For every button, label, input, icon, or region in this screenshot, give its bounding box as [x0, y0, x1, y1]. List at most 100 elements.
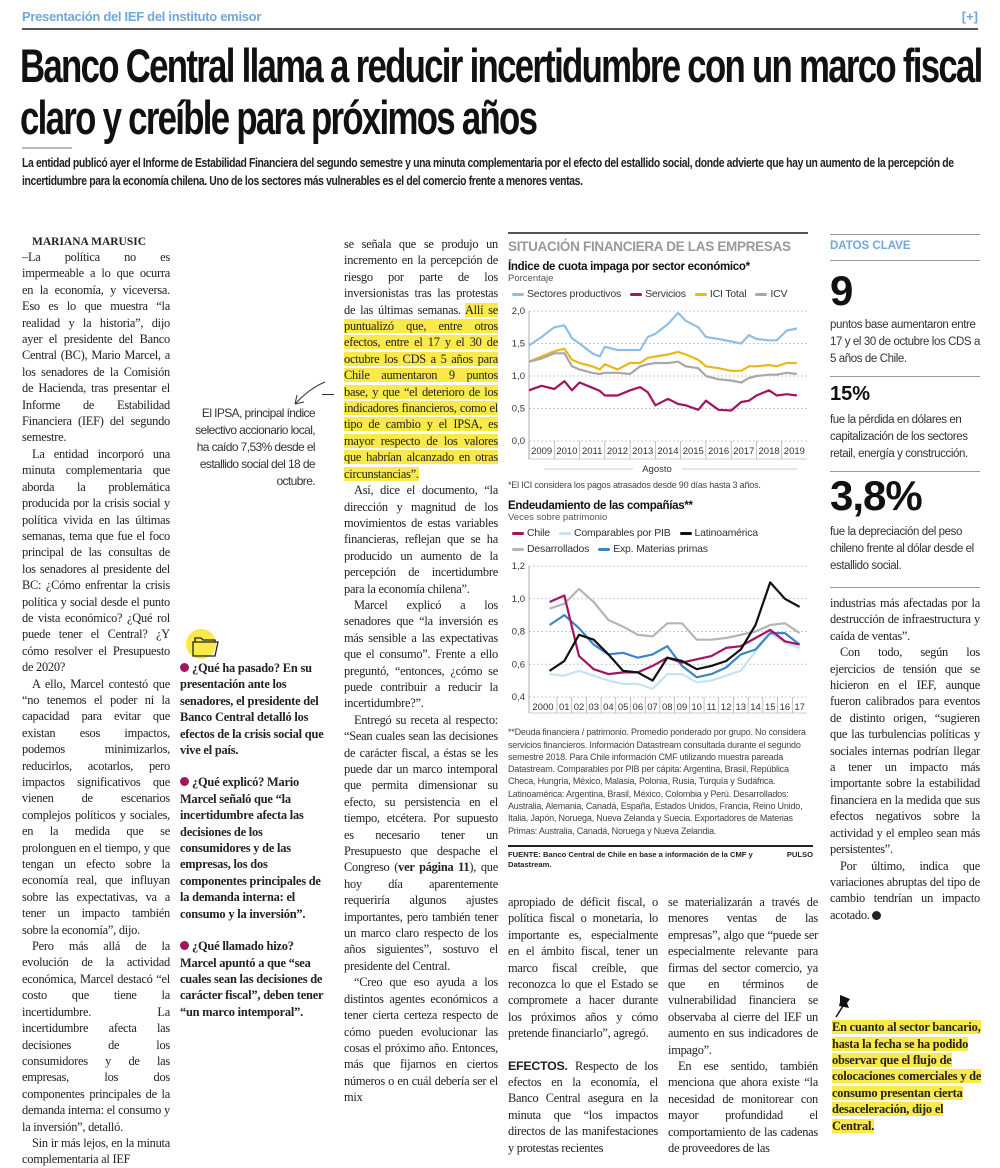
paragraph: Sin ir más lejos, en la minuta complemen…: [22, 1135, 170, 1167]
key-figure-text: fue la depreciación del peso chileno fre…: [830, 526, 974, 572]
x-tick-label: 11: [706, 702, 716, 713]
series-line-ici-total: [528, 347, 797, 372]
x-tick-label: 05: [618, 702, 629, 713]
y-tick-label: 1,2: [512, 561, 525, 572]
x-tick-label: 2019: [784, 446, 805, 457]
legend-swatch: [512, 532, 524, 536]
key-figure: 15%: [830, 383, 871, 405]
series-line-latinoamérica: [548, 581, 801, 682]
legend-item: ICI Total: [694, 288, 747, 301]
x-tick-label: 2013: [632, 446, 653, 457]
article-column-3: se señala que se produjo un incremento e…: [344, 236, 498, 1106]
qa-item: ¿Qué ha pasado? En su presentación ante …: [180, 661, 324, 758]
right-column: DATOS CLAVE 9 puntos base aumentaron ent…: [830, 234, 982, 1134]
legend-item: Desarrollados: [512, 543, 589, 556]
legend-label: Servicios: [645, 288, 686, 300]
x-tick-label: 14: [750, 702, 761, 713]
legend-swatch: [630, 292, 643, 296]
legend-label: Chile: [527, 527, 550, 540]
x-tick-label: 2018: [759, 446, 780, 457]
y-tick-label: 0,0: [512, 436, 525, 447]
infographic: SITUACIÓN FINANCIERA DE LAS EMPRESAS Índ…: [508, 232, 818, 1157]
legend-item: Chile: [512, 527, 550, 540]
divider: [830, 260, 980, 261]
paragraph: Por último, indica que variaciones abrup…: [830, 858, 980, 922]
pull-quote: El IPSA, principal índice selectivo acci…: [195, 406, 315, 488]
series-line-desarrollados: [549, 588, 801, 642]
x-tick-label: 02: [574, 702, 585, 713]
divider: [830, 587, 980, 588]
arrow-icon: [294, 381, 326, 405]
legend-item: Servicios: [630, 288, 686, 301]
legend-item: Latinoamérica: [679, 527, 759, 540]
paragraph: se materializarán a través de menores ve…: [668, 894, 818, 1057]
chart2-title: Endeudamiento de las compañías**: [508, 500, 693, 513]
paragraph: Pero más allá de la evolución de la acti…: [22, 939, 170, 1134]
legend-label: Exp. Materias primas: [613, 543, 708, 556]
x-tick-label: 2000: [532, 702, 553, 713]
chart2-footnote: **Deuda financiera / patrimonio. Promedi…: [508, 727, 806, 836]
x-tick-label: 2016: [708, 446, 729, 457]
chart1-footnote: *El ICI considera los pagos atrasados de…: [508, 480, 761, 490]
source-rule: [508, 844, 813, 847]
highlighted-text: Allí se puntualizó que, entre otros efec…: [344, 302, 498, 481]
divider: [830, 376, 980, 377]
expand-button[interactable]: [+]: [961, 9, 978, 24]
chart1-unpaid-index: 0,0 0,5 1,0 1,5 2,0 2009 2010 2011 2012 2013 2014 2…: [512, 306, 807, 475]
paragraph: Entregó su receta al respecto: “Sean cua…: [344, 712, 498, 973]
key-data-box: DATOS CLAVE 9 puntos base aumentaron ent…: [830, 234, 980, 575]
series-line-sectores-productivos: [528, 311, 798, 358]
bullet-icon: [180, 777, 189, 787]
legend-swatch: [679, 532, 692, 536]
divider: [830, 234, 980, 235]
y-tick-label: 0,6: [512, 660, 525, 671]
legend-swatch: [512, 292, 524, 296]
x-tick-label: 07: [647, 702, 658, 713]
legend-label: Latinoamérica: [694, 527, 759, 540]
top-divider: [22, 28, 978, 30]
legend-label: Desarrollados: [527, 543, 590, 556]
chart1-unit: Porcentaje: [508, 273, 554, 284]
key-figure: 3,8%: [830, 472, 923, 519]
qa-item: ¿Qué llamado hizo? Marcel apuntó a que “…: [180, 939, 324, 1019]
pinned-note: En cuanto al sector bancario, hasta la f…: [832, 1020, 982, 1133]
legend-swatch: [694, 292, 707, 296]
chart1-title: Índice de cuota impaga por sector económ…: [508, 261, 750, 273]
chart2-legend: Chile Comparables por PIB Latinoamérica Des…: [508, 527, 808, 556]
infographic-top-rule: [508, 232, 808, 234]
source-text: FUENTE: Banco Central de Chile en base a…: [508, 849, 753, 869]
x-tick-label: 12: [721, 702, 732, 713]
chart2-debt: 0,4 0,6 0,8 1,0 1,2 2000 01 02 03 04 05 06 07 08 09 10 1…: [512, 561, 807, 714]
legend-item: Sectores productivos: [512, 288, 621, 301]
x-tick-label: 08: [662, 702, 673, 713]
paragraph: En ese sentido, también menciona que aho…: [668, 1059, 818, 1156]
x-axis-label: Agosto: [642, 464, 672, 475]
legend-label: ICV: [770, 288, 788, 300]
section-lead: EFECTOS.: [508, 1058, 568, 1073]
paragraph: A ello, Marcel contestó que “no tenemos …: [22, 676, 170, 937]
legend-swatch: [598, 548, 611, 552]
paragraph: Así, dice el documento, “la dirección y …: [344, 483, 498, 596]
page-reference-link[interactable]: ver página 11: [398, 860, 470, 875]
key-figure-text: puntos base aumentaron entre 17 y el 30 …: [830, 319, 980, 365]
y-tick-label: 1,5: [512, 339, 525, 350]
series-line-icv: [528, 352, 798, 384]
key-data-title: DATOS CLAVE: [830, 240, 911, 252]
x-tick-label: 10: [691, 702, 702, 713]
legend-item: ICV: [755, 288, 787, 301]
qa-box: ¿Qué ha pasado? En su presentación ante …: [180, 660, 330, 1036]
x-tick-label: 2012: [607, 446, 628, 457]
y-tick-label: 0,5: [512, 404, 525, 415]
chart2-unit: Veces sobre patrimonio: [508, 512, 608, 524]
legend-swatch: [512, 548, 524, 552]
legend-swatch: [558, 532, 571, 536]
article-column-4: apropiado de déficit fiscal, o política …: [508, 894, 658, 1157]
infographic-title: SITUACIÓN FINANCIERA DE LAS EMPRESAS: [508, 239, 791, 254]
article-column-5: se materializarán a través de menores ve…: [668, 894, 818, 1157]
paragraph: apropiado de déficit fiscal, o política …: [508, 894, 658, 1041]
y-tick-label: 0,8: [512, 627, 525, 638]
end-mark-icon: [872, 911, 882, 921]
legend-label: ICI Total: [709, 288, 747, 300]
series-line-servicios: [528, 380, 798, 412]
article-column-6: industrias más afectadas por la destrucc…: [830, 595, 980, 923]
